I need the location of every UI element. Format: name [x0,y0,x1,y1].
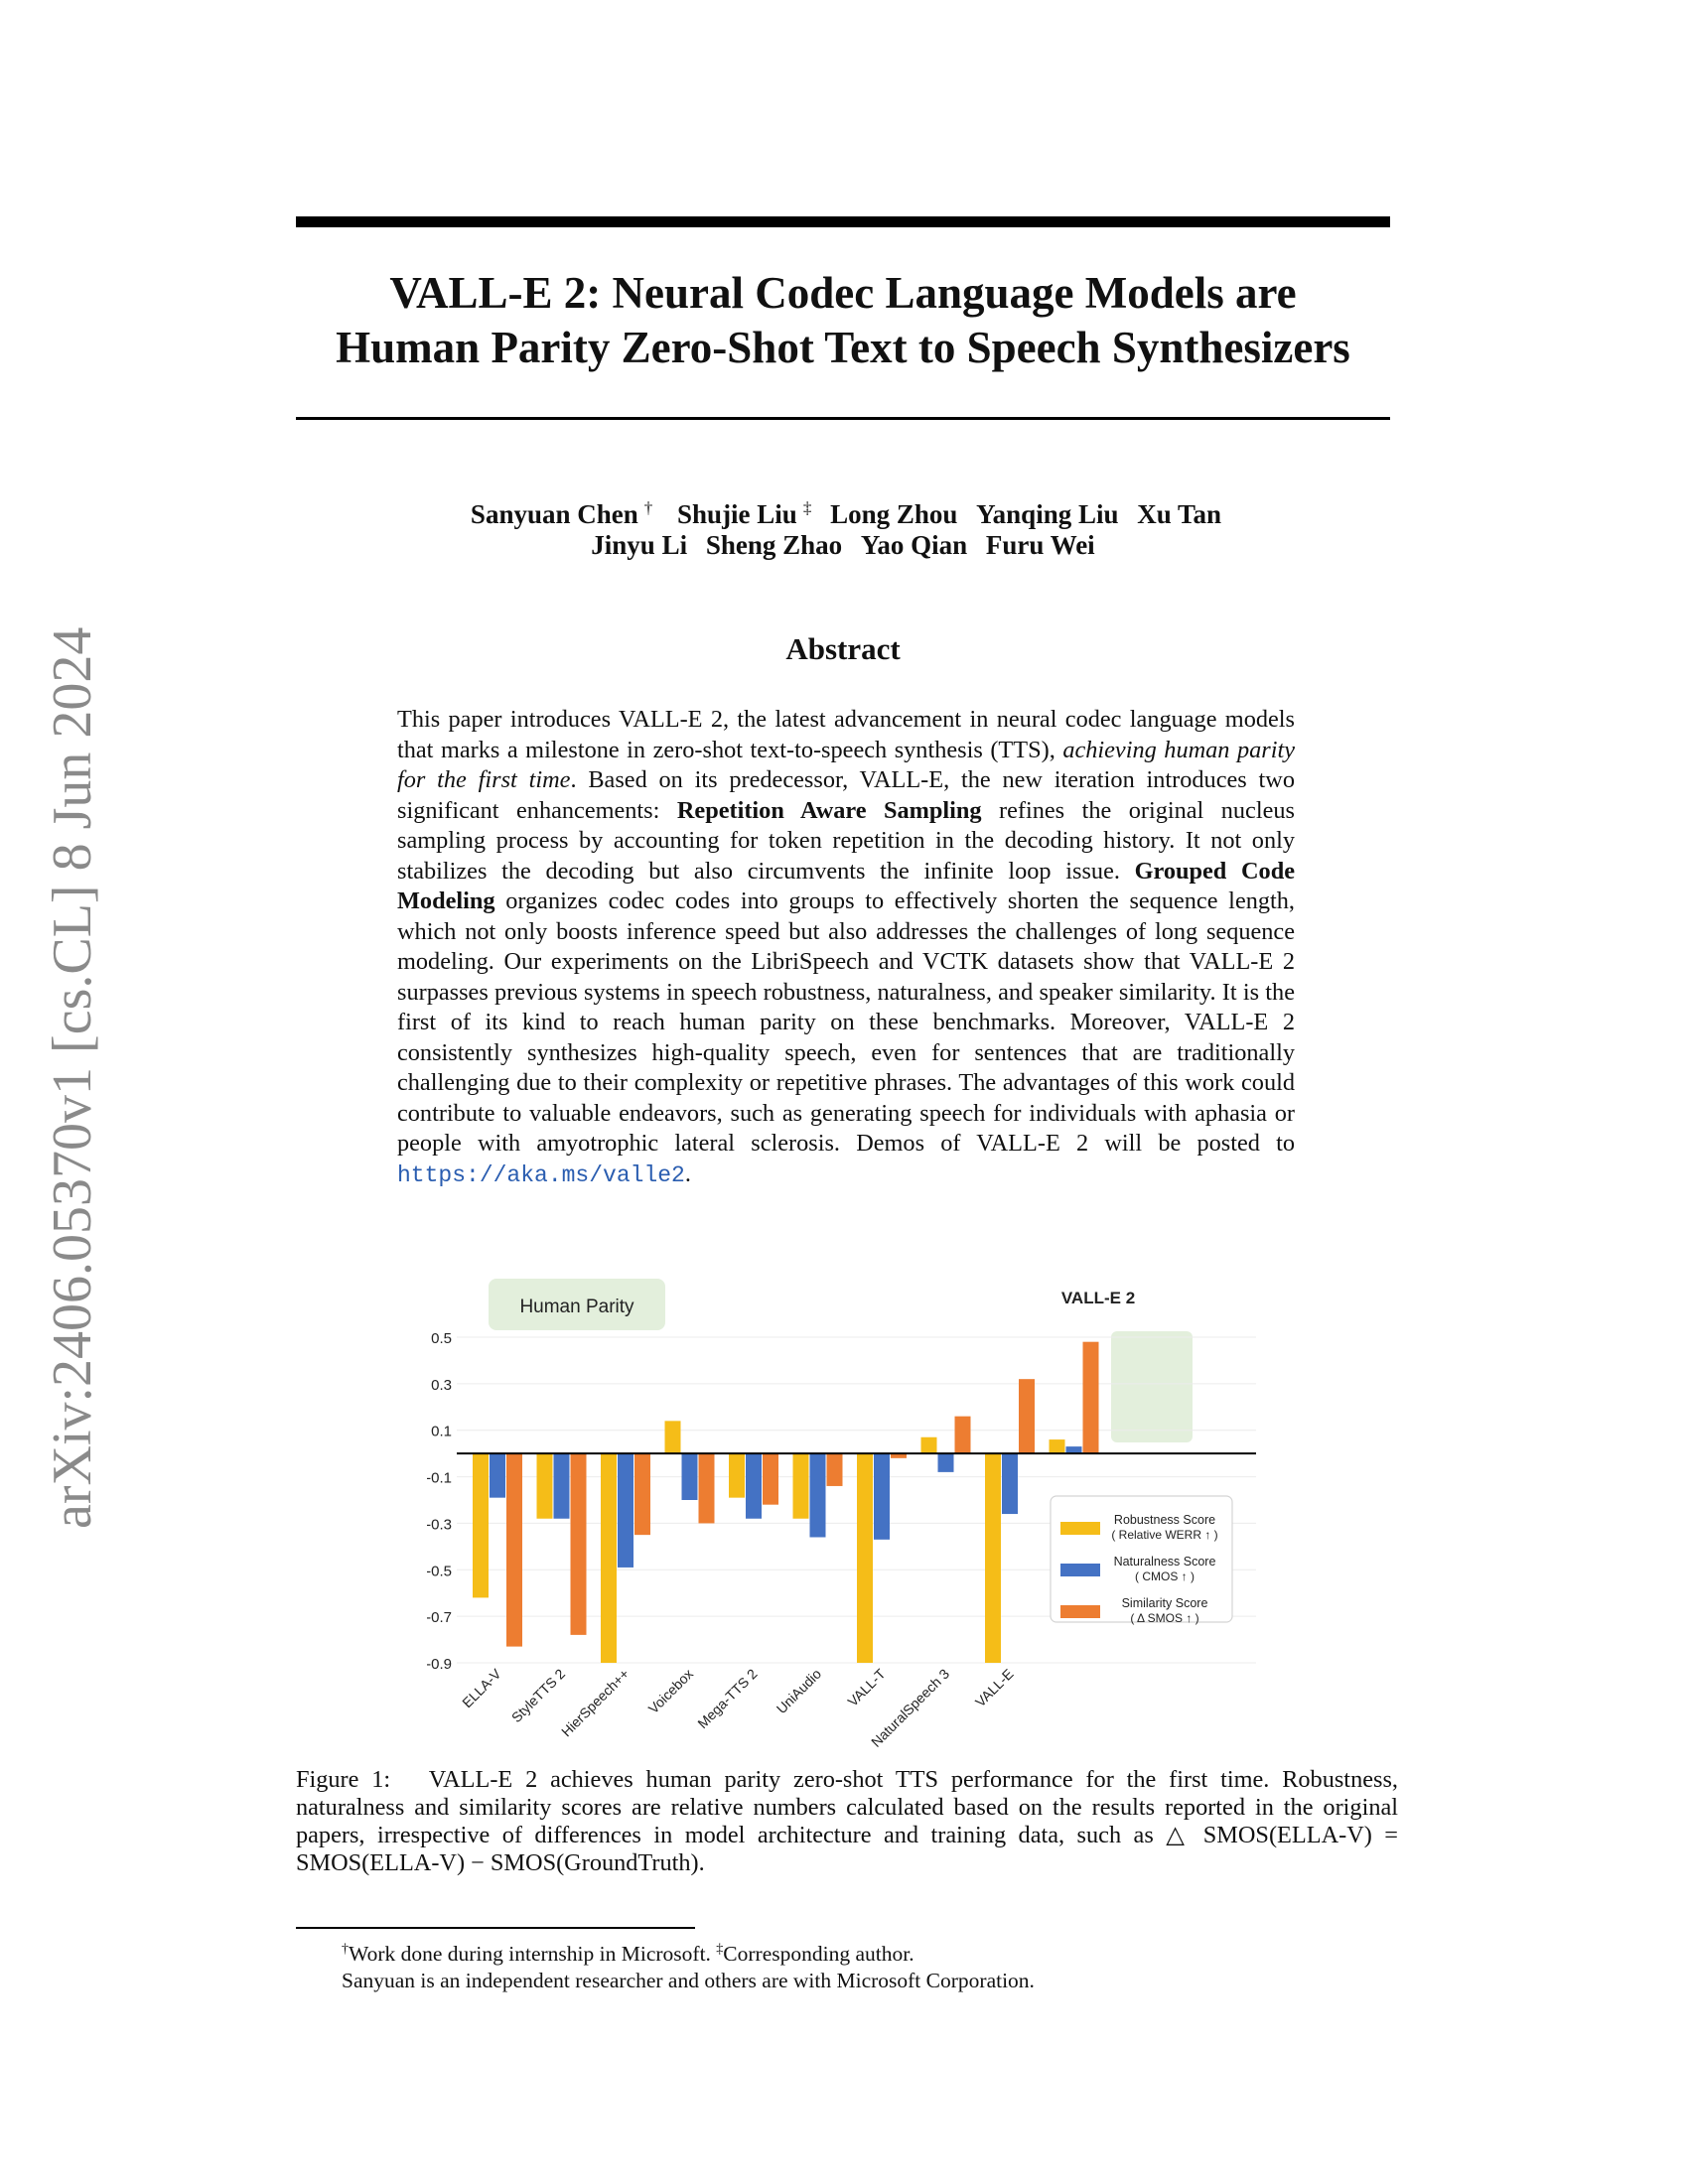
bar-naturalness-score-ella-v [490,1453,505,1498]
abstract-emphasis: achieving human parity for the first tim… [397,736,1295,794]
title-bottom-rule [296,417,1390,420]
figure-caption: Figure 1: VALL-E 2 achieves human parity… [296,1766,1398,1877]
bar-similarity-score-hierspeech- [634,1453,650,1536]
legend-robustness-sub: ( Relative WERR ↑ ) [1111,1528,1217,1542]
bar-naturalness-score-vall-e [1002,1453,1018,1515]
chart-bars [473,1341,1099,1663]
y-tick-label: -0.9 [427,1656,452,1673]
legend-swatch-naturalness [1060,1564,1100,1576]
legend-swatch-robustness [1060,1522,1100,1535]
x-tick-label: StyleTTS 2 [508,1666,568,1725]
arxiv-identifier: arXiv:2406.05370v1 [cs.CL] 8 Jun 2024 [42,626,103,1529]
bar-similarity-score-uniaudio [826,1453,843,1486]
bar-robustness-score-hierspeech- [601,1453,617,1663]
bar-similarity-score-ella-v [506,1453,522,1647]
legend-naturalness-label: Naturalness Score [1114,1555,1216,1569]
x-tick-label: Mega-TTS 2 [694,1666,760,1731]
y-tick-label: -0.3 [427,1516,452,1533]
y-tick-label: -0.1 [427,1470,452,1487]
y-tick-label: 0.1 [431,1424,452,1440]
author: Jinyu Li [591,530,688,560]
title-line-2: Human Parity Zero-Shot Text to Speech Sy… [336,323,1350,372]
bar-similarity-score-voicebox [698,1453,715,1524]
y-tick-label: 0.3 [431,1377,452,1394]
abstract-bold-term: Grouped Code Modeling [397,857,1295,915]
bar-naturalness-score-styletts-2 [553,1453,570,1519]
bar-naturalness-score-vall-e-2 [1065,1446,1082,1454]
footnote-rule [296,1927,695,1929]
bar-similarity-score-vall-e-2 [1082,1341,1099,1454]
x-tick-label: VALL-E [972,1666,1017,1710]
bar-similarity-score-vall-e [1019,1379,1035,1454]
bar-robustness-score-voicebox [664,1421,681,1454]
y-tick-label: 0.5 [431,1330,452,1347]
bar-robustness-score-mega-tts-2 [729,1453,745,1498]
author: Furu Wei [985,530,1095,560]
author-line-2: Jinyu Li Sheng Zhao Yao Qian Furu Wei [296,530,1390,561]
bar-robustness-score-naturalspeech-3 [920,1436,937,1454]
footnote-corresponding: Corresponding author. [723,1942,914,1967]
title-top-rule [296,216,1390,227]
chart-gridlines [457,1336,1256,1664]
bar-naturalness-score-vall-t [874,1453,890,1540]
figure-caption-text: VALL-E 2 achieves human parity zero-shot… [296,1766,1398,1876]
footnote-internship: Work done during internship in Microsoft… [349,1942,717,1967]
demo-link[interactable]: https://aka.ms/valle2 [397,1161,685,1188]
legend-similarity-label: Similarity Score [1122,1596,1208,1610]
x-tick-label: VALL-T [844,1666,888,1709]
x-tick-label: ELLA-V [459,1665,504,1710]
chart-legend: Robustness Score ( Relative WERR ↑ ) Nat… [1050,1495,1233,1625]
figure-caption-label: Figure 1: [296,1766,391,1793]
y-tick-label: -0.5 [427,1563,452,1579]
author: Sanyuan Chen † [470,498,653,529]
legend-swatch-similarity [1060,1605,1100,1618]
human-parity-badge-bg [489,1279,665,1330]
bar-robustness-score-vall-e-2 [1049,1439,1065,1454]
title-line-1: VALL-E 2: Neural Codec Language Models a… [389,268,1297,318]
abstract-body: This paper introduces VALL-E 2, the late… [397,706,1295,1188]
footnotes: †Work done during internship in Microsof… [342,1942,1035,1993]
paper-title: VALL-E 2: Neural Codec Language Models a… [296,266,1390,375]
bar-similarity-score-mega-tts-2 [763,1453,778,1505]
abstract-bold-term: Repetition Aware Sampling [676,796,982,824]
bar-naturalness-score-voicebox [681,1453,698,1500]
bar-naturalness-score-hierspeech- [618,1453,633,1568]
bar-robustness-score-vall-e [985,1453,1001,1663]
bar-robustness-score-ella-v [473,1453,489,1598]
bar-similarity-score-vall-t [891,1453,907,1458]
figure-1-chart: Human Parity VALL-E 2 0.5 0.3 0.1 -0.1 -0.3 -… [427,1279,1256,1750]
author: Xu Tan [1137,499,1222,529]
author-line-1: Sanyuan Chen † Shujie Liu ‡ Long Zhou Yanq… [296,492,1390,530]
legend-naturalness-sub: ( CMOS ↑ ) [1135,1570,1195,1583]
bar-naturalness-score-mega-tts-2 [746,1453,762,1519]
author-list: Sanyuan Chen † Shujie Liu ‡ Long Zhou Yanq… [296,492,1390,561]
author: Yanqing Liu [976,499,1119,529]
human-parity-badge: Human Parity [519,1297,634,1317]
y-tick-label: -0.7 [427,1609,452,1626]
author: Yao Qian [860,530,968,560]
legend-robustness-label: Robustness Score [1114,1513,1215,1527]
abstract-heading: Abstract [785,631,901,666]
valle2-highlight [1111,1331,1193,1442]
bar-robustness-score-styletts-2 [536,1453,553,1519]
x-tick-label: UniAudio [774,1666,825,1717]
x-tick-label: HierSpeech++ [558,1666,633,1740]
bar-naturalness-score-naturalspeech-3 [937,1453,954,1472]
footnote-affiliation: Sanyuan is an independent researcher and… [342,1969,1035,1993]
author: Long Zhou [830,499,958,529]
author: Shujie Liu ‡ [677,498,812,529]
legend-similarity-sub: ( Δ SMOS ↑ ) [1130,1611,1198,1625]
y-axis-ticks: 0.5 0.3 0.1 -0.1 -0.3 -0.5 -0.7 -0.9 [427,1330,452,1673]
bar-robustness-score-vall-t [857,1453,873,1663]
bar-similarity-score-naturalspeech-3 [954,1416,971,1454]
bar-naturalness-score-uniaudio [809,1453,826,1538]
valle2-badge: VALL-E 2 [1061,1289,1135,1307]
x-tick-label: Voicebox [645,1666,696,1716]
bar-similarity-score-styletts-2 [570,1453,587,1635]
bar-robustness-score-uniaudio [792,1453,809,1519]
author: Sheng Zhao [705,530,843,560]
